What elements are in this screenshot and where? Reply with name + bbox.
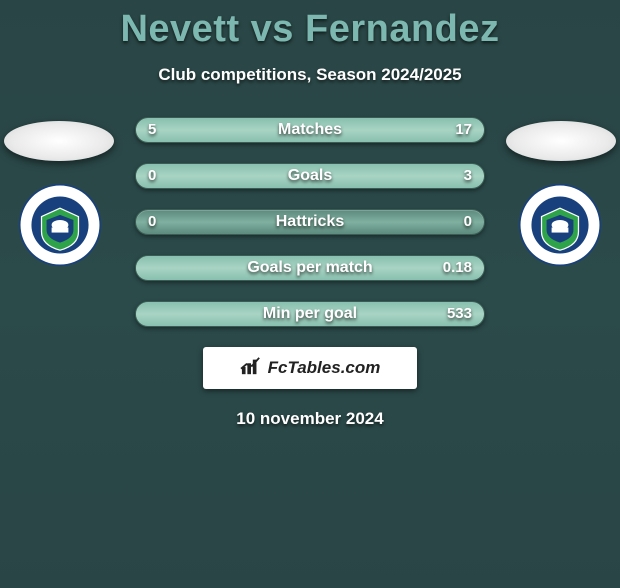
club-badge-left — [18, 183, 102, 267]
stat-fill-right — [136, 164, 484, 188]
page-title: Nevett vs Fernandez — [0, 8, 620, 51]
stat-value-left: 0 — [148, 210, 156, 234]
stat-row-goals-per-match: Goals per match 0.18 — [135, 255, 485, 281]
player-avatar-left — [4, 121, 114, 161]
stat-fill-left — [136, 118, 213, 142]
stat-row-matches: 5 Matches 17 — [135, 117, 485, 143]
branding-text: FcTables.com — [268, 358, 381, 378]
stat-value-right: 0 — [464, 210, 472, 234]
stat-label: Hattricks — [136, 210, 484, 234]
stat-row-hattricks: 0 Hattricks 0 — [135, 209, 485, 235]
bar-chart-icon — [240, 356, 262, 381]
stat-row-min-per-goal: Min per goal 533 — [135, 301, 485, 327]
comparison-panel: 5 Matches 17 0 Goals 3 0 Hattricks 0 Goa… — [0, 117, 620, 429]
branding-box[interactable]: FcTables.com — [203, 347, 417, 389]
page-subtitle: Club competitions, Season 2024/2025 — [0, 65, 620, 85]
stat-fill-right — [136, 256, 484, 280]
club-badge-right — [518, 183, 602, 267]
player-avatar-right — [506, 121, 616, 161]
stat-bars: 5 Matches 17 0 Goals 3 0 Hattricks 0 Goa… — [135, 117, 485, 327]
stat-row-goals: 0 Goals 3 — [135, 163, 485, 189]
comparison-date: 10 november 2024 — [0, 409, 620, 429]
stat-fill-right — [136, 302, 484, 326]
stat-fill-right — [213, 118, 484, 142]
